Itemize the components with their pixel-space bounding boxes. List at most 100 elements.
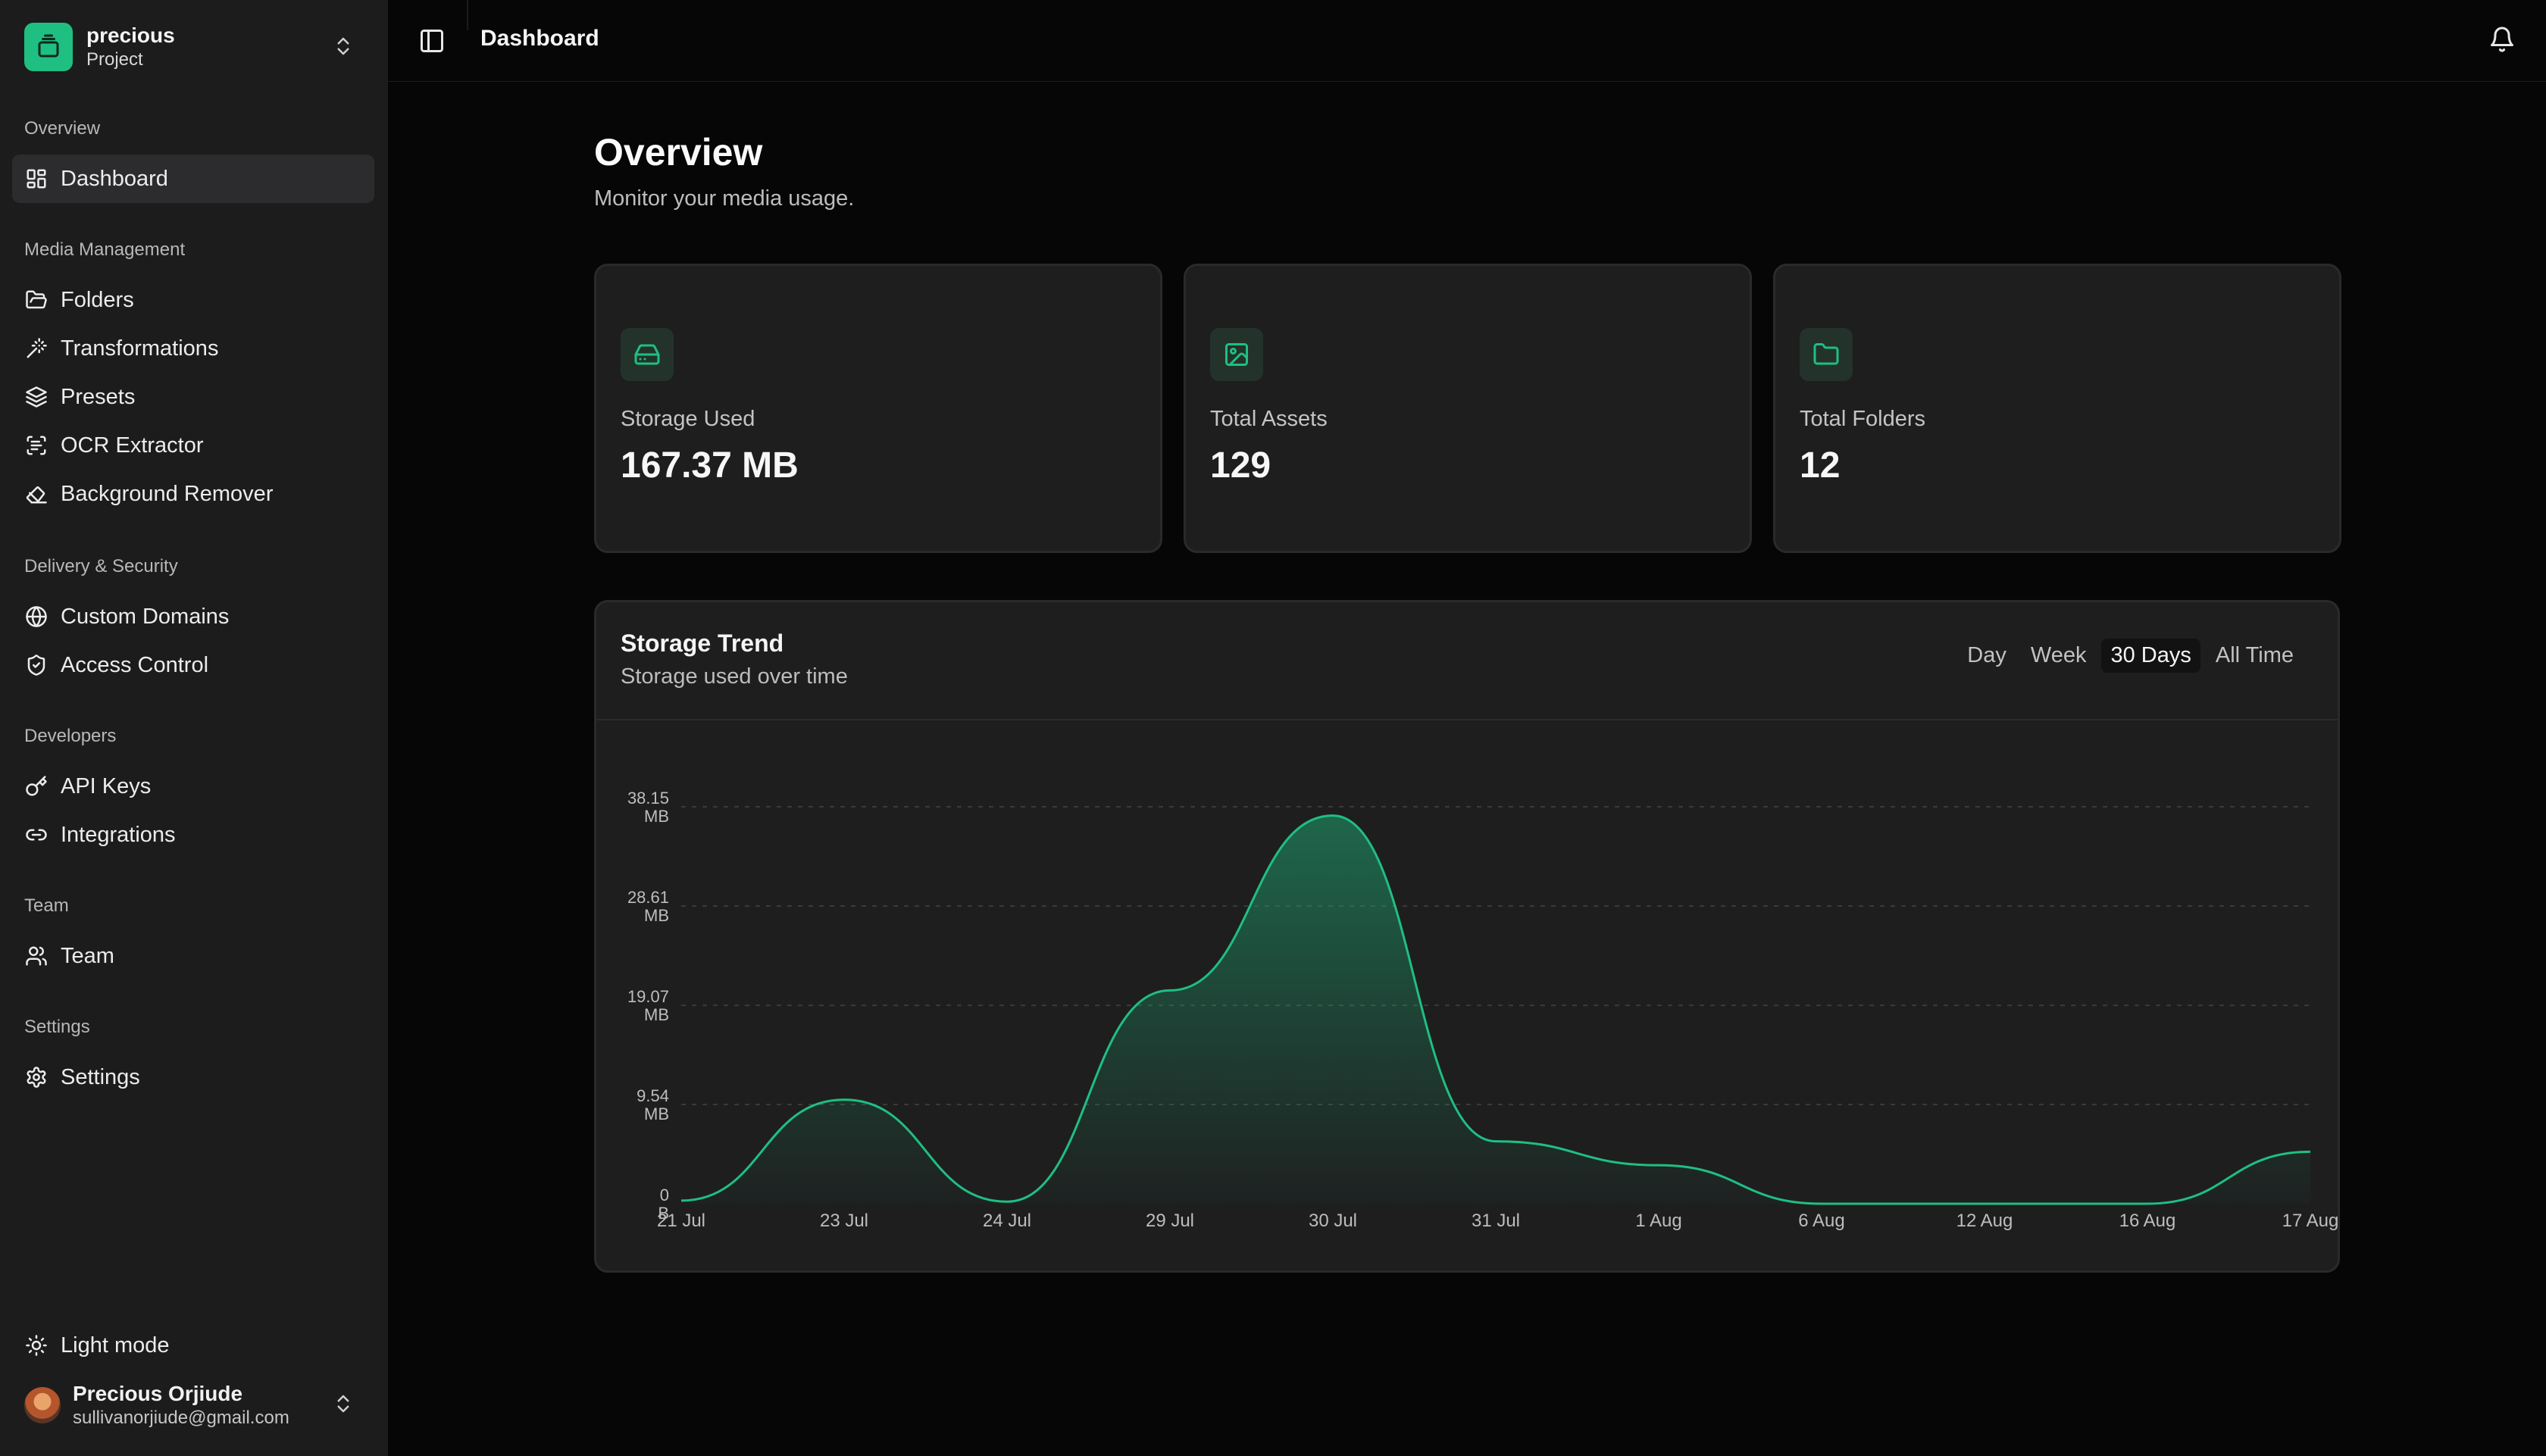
- storage-trend-card: Storage Trend Storage used over time Day…: [594, 600, 2340, 1273]
- globe-icon: [24, 605, 48, 629]
- sidebar-toggle-icon[interactable]: [418, 27, 446, 55]
- x-tick-label: 17 Aug: [2282, 1211, 2338, 1231]
- sidebar-item-integrations[interactable]: Integrations: [12, 811, 374, 859]
- sidebar-item-label: Folders: [61, 287, 134, 312]
- range-tab-all-time[interactable]: All Time: [2215, 643, 2294, 667]
- sidebar-section-label: Media Management: [24, 239, 186, 260]
- chevrons-up-down-icon[interactable]: [332, 35, 355, 61]
- sidebar-item-team[interactable]: Team: [12, 932, 374, 980]
- users-icon: [24, 944, 48, 968]
- layers-icon: [24, 385, 48, 409]
- sidebar-item-transformations[interactable]: Transformations: [12, 324, 374, 373]
- image-icon: [1210, 328, 1263, 381]
- y-tick-label: 38.15 MB: [627, 789, 669, 826]
- key-icon: [24, 774, 48, 798]
- x-tick-label: 23 Jul: [820, 1211, 868, 1231]
- sidebar-section-label: Team: [24, 895, 69, 916]
- x-tick-label: 6 Aug: [1798, 1211, 1844, 1231]
- sidebar-item-settings[interactable]: Settings: [12, 1053, 374, 1101]
- x-tick-label: 12 Aug: [1956, 1211, 2013, 1231]
- x-tick-label: 1 Aug: [1635, 1211, 1681, 1231]
- sidebar-item-ocr-extractor[interactable]: OCR Extractor: [12, 421, 374, 470]
- sidebar-item-label: Transformations: [61, 336, 219, 361]
- stat-value: 12: [1800, 445, 1841, 486]
- x-tick-label: 21 Jul: [657, 1211, 705, 1231]
- topbar: Dashboard: [388, 0, 2546, 82]
- stat-card-folders: Total Folders 12: [1773, 264, 2341, 553]
- sidebar-item-access-control[interactable]: Access Control: [12, 641, 374, 689]
- sidebar: precious Project Overview Dashboard Media …: [0, 0, 388, 1456]
- stat-label: Total Assets: [1210, 407, 1328, 431]
- user-email: sullivanorjiude@gmail.com: [73, 1408, 289, 1428]
- sidebar-section-label: Settings: [24, 1017, 90, 1037]
- link-icon: [24, 823, 48, 847]
- eraser-icon: [24, 482, 48, 506]
- sidebar-item-dashboard[interactable]: Dashboard: [12, 155, 374, 203]
- avatar: [24, 1387, 61, 1423]
- chart-header: Storage Trend Storage used over time Day…: [596, 602, 2338, 720]
- stat-label: Total Folders: [1800, 407, 1926, 431]
- project-logo-icon: [24, 23, 73, 71]
- chart-title: Storage Trend: [621, 630, 784, 657]
- x-tick-label: 30 Jul: [1309, 1211, 1357, 1231]
- area-fill: [681, 815, 2310, 1204]
- gear-icon: [24, 1065, 48, 1089]
- user-menu[interactable]: Precious Orjiude sullivanorjiude@gmail.c…: [24, 1379, 373, 1432]
- stat-value: 167.37 MB: [621, 445, 799, 486]
- range-tab-day[interactable]: Day: [1967, 643, 2006, 667]
- x-tick-label: 31 Jul: [1472, 1211, 1520, 1231]
- hard-drive-icon: [621, 328, 674, 381]
- range-tabs: Day Week 30 Days All Time: [1958, 639, 2303, 673]
- sidebar-item-label: Team: [61, 943, 114, 968]
- topbar-divider: [467, 0, 468, 30]
- sidebar-item-label: API Keys: [61, 773, 152, 798]
- theme-toggle-label: Light mode: [61, 1333, 170, 1358]
- shield-check-icon: [24, 653, 48, 677]
- sidebar-item-presets[interactable]: Presets: [12, 373, 374, 421]
- stat-card-storage: Storage Used 167.37 MB: [594, 264, 1162, 553]
- project-name: precious: [86, 23, 175, 47]
- project-subtitle: Project: [86, 49, 143, 70]
- series-line: [680, 814, 2311, 1205]
- sidebar-item-custom-domains[interactable]: Custom Domains: [12, 592, 374, 641]
- x-tick-label: 24 Jul: [983, 1211, 1031, 1231]
- sidebar-section-label: Delivery & Security: [24, 556, 178, 576]
- sidebar-section-label: Overview: [24, 118, 101, 139]
- sidebar-item-label: Integrations: [61, 822, 176, 847]
- y-tick-label: 19.07 MB: [627, 987, 669, 1024]
- project-switcher[interactable]: precious Project: [24, 23, 373, 71]
- storage-trend-chart: 0 B 9.54 MB 19.07 MB 28.61 MB 38.15 MB 21 Jul 23 Ju…: [627, 789, 2338, 1231]
- folder-icon: [1800, 328, 1853, 381]
- stat-value: 129: [1210, 445, 1271, 486]
- sidebar-item-label: Background Remover: [61, 481, 274, 506]
- sidebar-section-label: Developers: [24, 726, 117, 746]
- y-tick-label: 28.61 MB: [627, 888, 669, 925]
- sidebar-item-label: Dashboard: [61, 166, 168, 191]
- sidebar-item-background-remover[interactable]: Background Remover: [12, 470, 374, 518]
- user-name: Precious Orjiude: [73, 1382, 243, 1405]
- chart-subtitle: Storage used over time: [621, 664, 848, 689]
- magic-wand-icon: [24, 336, 48, 361]
- folder-open-icon: [24, 288, 48, 312]
- sidebar-item-label: Custom Domains: [61, 604, 230, 629]
- bell-icon[interactable]: [2488, 26, 2516, 53]
- sidebar-item-label: Access Control: [61, 652, 209, 677]
- chevrons-up-down-icon[interactable]: [332, 1392, 355, 1419]
- theme-toggle[interactable]: Light mode: [12, 1321, 374, 1370]
- page-subtitle: Monitor your media usage.: [594, 186, 855, 211]
- sidebar-item-label: OCR Extractor: [61, 433, 204, 458]
- sidebar-item-api-keys[interactable]: API Keys: [12, 762, 374, 811]
- x-tick-label: 29 Jul: [1146, 1211, 1194, 1231]
- scan-text-icon: [24, 433, 48, 458]
- sidebar-item-label: Presets: [61, 384, 136, 409]
- x-tick-label: 16 Aug: [2119, 1211, 2176, 1231]
- sidebar-item-folders[interactable]: Folders: [12, 276, 374, 324]
- range-tab-30-days[interactable]: 30 Days: [2101, 639, 2200, 673]
- sun-icon: [24, 1333, 48, 1358]
- range-tab-week[interactable]: Week: [2030, 643, 2087, 667]
- stat-card-assets: Total Assets 129: [1184, 264, 1752, 553]
- sidebar-item-label: Settings: [61, 1064, 140, 1089]
- page-breadcrumb: Dashboard: [480, 26, 599, 51]
